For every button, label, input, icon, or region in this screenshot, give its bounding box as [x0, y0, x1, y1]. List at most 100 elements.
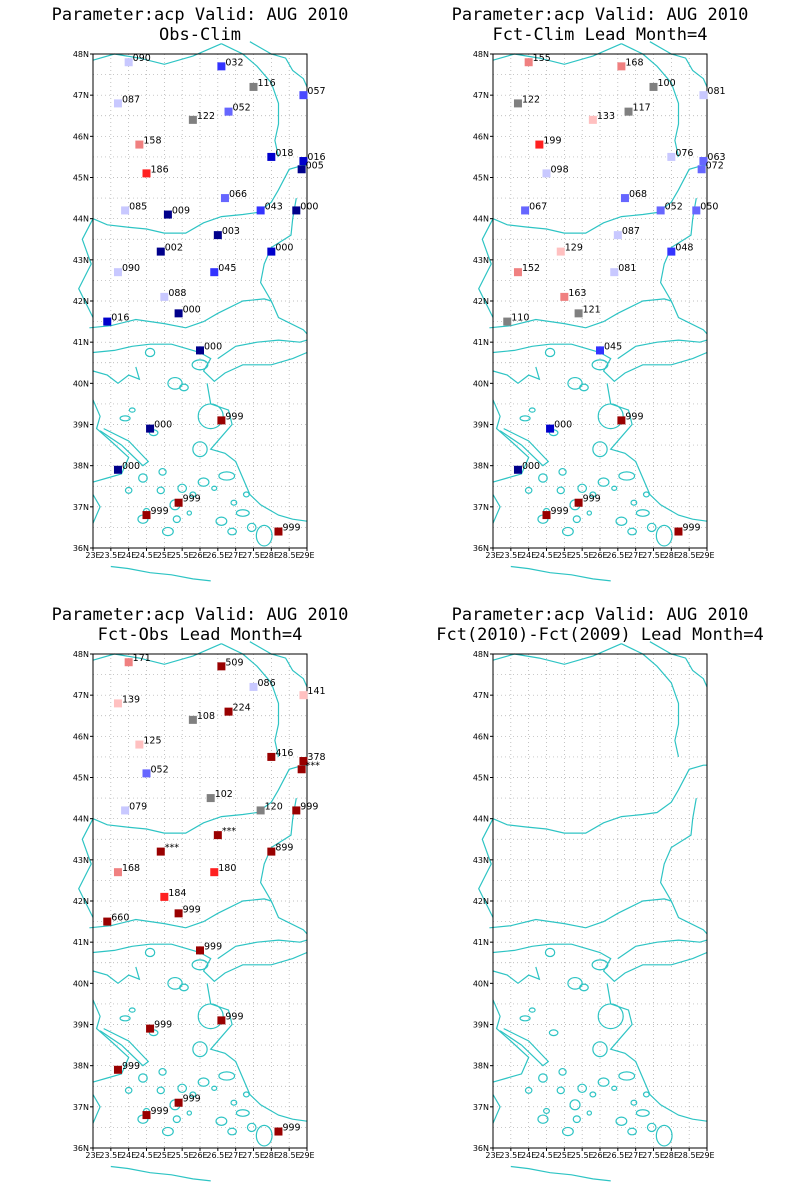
coastline [92, 1094, 101, 1124]
station-marker [610, 268, 619, 277]
lon-tick-label: 24E [521, 551, 536, 560]
island [158, 1067, 167, 1076]
station-value-label: 186 [151, 164, 169, 175]
island [124, 1086, 133, 1094]
station-value-label: 086 [258, 678, 276, 689]
island [197, 1003, 224, 1030]
station-marker [674, 527, 683, 536]
coastlines [78, 641, 308, 1182]
station-value-label: 057 [307, 86, 325, 97]
coastline [492, 399, 530, 483]
station-value-label: 043 [265, 201, 283, 212]
station-marker [656, 206, 665, 215]
lat-tick-label: 40N [73, 379, 89, 388]
island [246, 522, 257, 533]
lon-tick-label: 28.5E [278, 551, 301, 560]
station-value-label: 005 [306, 160, 324, 171]
station-value-label: 999 [551, 506, 569, 517]
coastline [606, 983, 708, 1122]
island [158, 467, 167, 476]
island [211, 485, 218, 491]
station-marker [121, 206, 130, 215]
lat-tick-label: 40N [473, 379, 489, 388]
island [197, 477, 210, 487]
station-marker [297, 765, 306, 774]
island [255, 524, 273, 547]
island [179, 983, 189, 992]
station-marker [297, 165, 306, 174]
station-value-label: 120 [265, 801, 283, 812]
lat-tick-label: 36N [73, 544, 89, 553]
station-value-label: 122 [197, 111, 215, 122]
island [230, 1099, 238, 1106]
panel-subtitle: Fct(2010)-Fct(2009) Lead Month=4 [436, 625, 764, 645]
station-marker [274, 527, 283, 536]
lon-tick-label: 26.5E [206, 551, 229, 560]
station-marker [697, 165, 706, 174]
station-value-label: 100 [658, 78, 676, 89]
station-marker [256, 206, 265, 215]
lat-tick-label: 40N [473, 979, 489, 988]
station-value-label: 088 [168, 288, 186, 299]
station-value-label: 171 [133, 653, 151, 664]
island [635, 1109, 650, 1117]
station-marker [503, 317, 512, 326]
lat-tick-label: 44N [473, 815, 489, 824]
station-marker [135, 140, 144, 149]
station-value-label: 063 [707, 152, 725, 163]
coastline [617, 339, 708, 360]
island [192, 1041, 208, 1058]
coastline [499, 1028, 550, 1067]
coastline [221, 643, 280, 758]
station-marker [249, 82, 258, 91]
lat-tick-label: 45N [473, 774, 489, 783]
station-value-label: 168 [122, 863, 140, 874]
lat-tick-label: 41N [73, 938, 89, 947]
station-marker [574, 498, 583, 507]
station-marker [213, 231, 222, 240]
lon-tick-label: 26.5E [606, 551, 629, 560]
coastline [249, 641, 308, 688]
lat-tick-label: 39N [73, 421, 89, 430]
station-marker [617, 416, 626, 425]
station-value-label: 378 [307, 752, 325, 763]
lon-tick-label: 24E [121, 1151, 136, 1160]
station-value-label: 199 [543, 136, 561, 147]
island [611, 485, 618, 491]
station-marker [174, 498, 183, 507]
island [189, 1091, 197, 1098]
island [579, 383, 589, 392]
island [177, 483, 188, 494]
station-marker [121, 806, 130, 815]
island [242, 1091, 250, 1098]
station-marker [224, 707, 233, 716]
station-marker [546, 424, 555, 433]
coastline [92, 343, 308, 383]
station-value-label: 087 [622, 226, 640, 237]
coastline [217, 939, 308, 960]
lon-tick-label: 29E [699, 1151, 714, 1160]
station-value-label: 999 [282, 1123, 300, 1134]
station-value-label: 000 [554, 420, 572, 431]
island [646, 522, 657, 533]
lat-tick-label: 46N [73, 132, 89, 141]
island [618, 1071, 636, 1081]
lat-tick-label: 38N [73, 1062, 89, 1071]
grid-lines [493, 654, 707, 1148]
island [128, 407, 136, 413]
lat-tick-label: 47N [473, 691, 489, 700]
coastline [492, 999, 530, 1083]
station-marker [113, 868, 122, 877]
island [227, 1127, 237, 1136]
station-marker [649, 82, 658, 91]
island [561, 1126, 574, 1137]
lon-tick-label: 27.5E [242, 551, 265, 560]
lat-tick-label: 46N [473, 132, 489, 141]
island [586, 510, 593, 516]
station-marker [574, 309, 583, 318]
coastline [217, 339, 308, 360]
lat-tick-label: 41N [73, 338, 89, 347]
island [255, 1124, 273, 1147]
lat-tick-label: 41N [473, 338, 489, 347]
island [655, 1124, 673, 1147]
